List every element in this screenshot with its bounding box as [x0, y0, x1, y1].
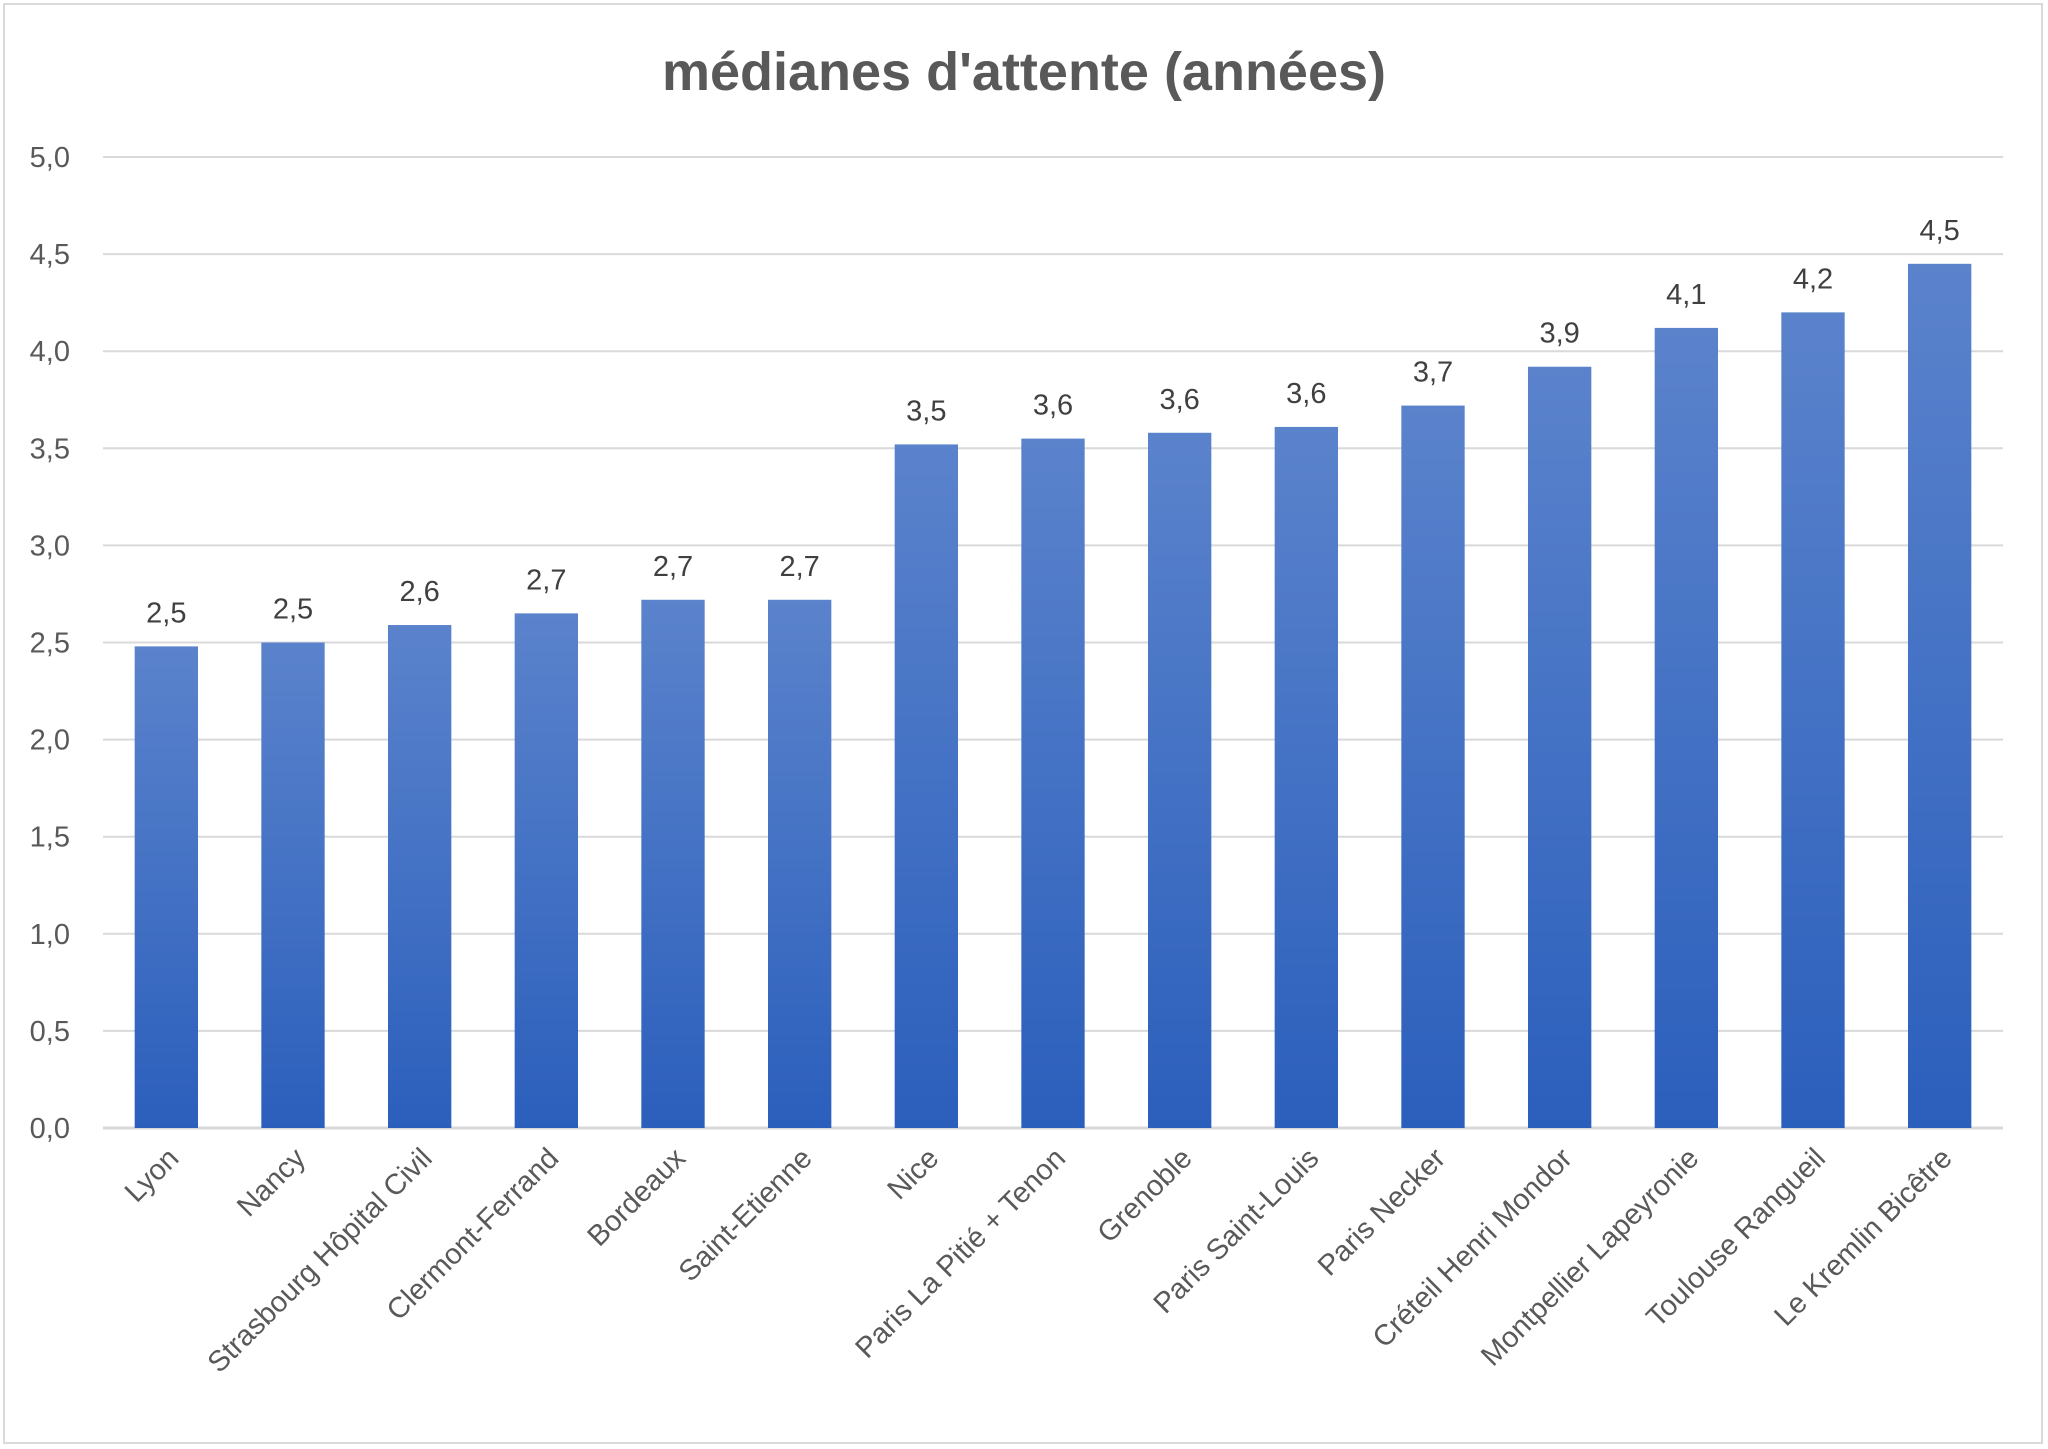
- x-tick-label: Saint-Etienne: [673, 1142, 819, 1288]
- x-tick-label: Bordeaux: [582, 1142, 693, 1253]
- bar: [894, 444, 958, 1128]
- data-label: 4,5: [1920, 215, 1960, 247]
- bar: [134, 646, 198, 1128]
- data-label: 3,9: [1540, 318, 1580, 350]
- y-tick-label: 0,5: [30, 1016, 70, 1048]
- chart-title: médianes d'attente (années): [662, 42, 1386, 102]
- x-tick-label: Nice: [882, 1142, 946, 1206]
- data-label: 2,7: [780, 551, 820, 583]
- bar: [768, 599, 832, 1128]
- x-tick-label: Paris Necker: [1312, 1142, 1452, 1282]
- bar: [514, 613, 578, 1128]
- data-label: 3,6: [1033, 390, 1073, 422]
- y-tick-label: 4,0: [30, 336, 70, 368]
- x-tick-label: Strasbourg Hôpital Civil: [202, 1142, 439, 1379]
- data-label: 2,6: [400, 576, 440, 608]
- data-label: 4,1: [1666, 279, 1706, 311]
- y-tick-label: 3,5: [30, 433, 70, 465]
- bar: [641, 599, 705, 1128]
- data-label: 2,7: [526, 564, 566, 596]
- data-label: 2,5: [273, 594, 313, 626]
- bar: [1908, 263, 1972, 1128]
- x-tick-label: Grenoble: [1092, 1142, 1199, 1249]
- data-label: 2,5: [146, 597, 186, 629]
- bars: [134, 263, 1972, 1129]
- y-tick-label: 5,0: [30, 142, 70, 174]
- y-axis-ticks: 0,0 0,5 1,0 1,5 2,0 2,5 3,0 3,5 4,0 4,5 5,0: [30, 142, 70, 1145]
- bar: [1148, 432, 1212, 1128]
- y-tick-label: 2,0: [30, 725, 70, 757]
- data-label: 3,6: [1160, 384, 1200, 416]
- data-label: 2,7: [653, 551, 693, 583]
- y-tick-label: 2,5: [30, 628, 70, 660]
- y-tick-label: 1,5: [30, 822, 70, 854]
- y-tick-label: 3,0: [30, 530, 70, 562]
- bar: [388, 625, 452, 1128]
- y-tick-label: 4,5: [30, 239, 70, 271]
- bar: [1528, 366, 1592, 1129]
- bar: [1654, 327, 1718, 1128]
- data-labels: 2,5 2,5 2,6 2,7 2,7 2,7 3,5 3,6 3,6 3,6 3,7 3,9 4,1 4…: [146, 215, 1960, 630]
- bar: [261, 642, 325, 1128]
- bar: [1274, 426, 1338, 1128]
- x-tick-label: Nancy: [231, 1142, 312, 1223]
- y-tick-label: 1,0: [30, 919, 70, 951]
- bar: [1021, 438, 1085, 1129]
- data-label: 4,2: [1793, 263, 1833, 295]
- x-tick-label: Lyon: [119, 1142, 185, 1208]
- bar: [1401, 405, 1465, 1128]
- data-label: 3,5: [906, 395, 946, 427]
- data-label: 3,7: [1413, 357, 1453, 389]
- x-tick-label: Montpellier Lapeyronie: [1475, 1142, 1705, 1372]
- y-tick-label: 0,0: [30, 1113, 70, 1145]
- x-tick-label: Paris La Pitié + Tenon: [850, 1142, 1072, 1364]
- data-label: 3,6: [1286, 378, 1326, 410]
- bar: [1781, 312, 1845, 1128]
